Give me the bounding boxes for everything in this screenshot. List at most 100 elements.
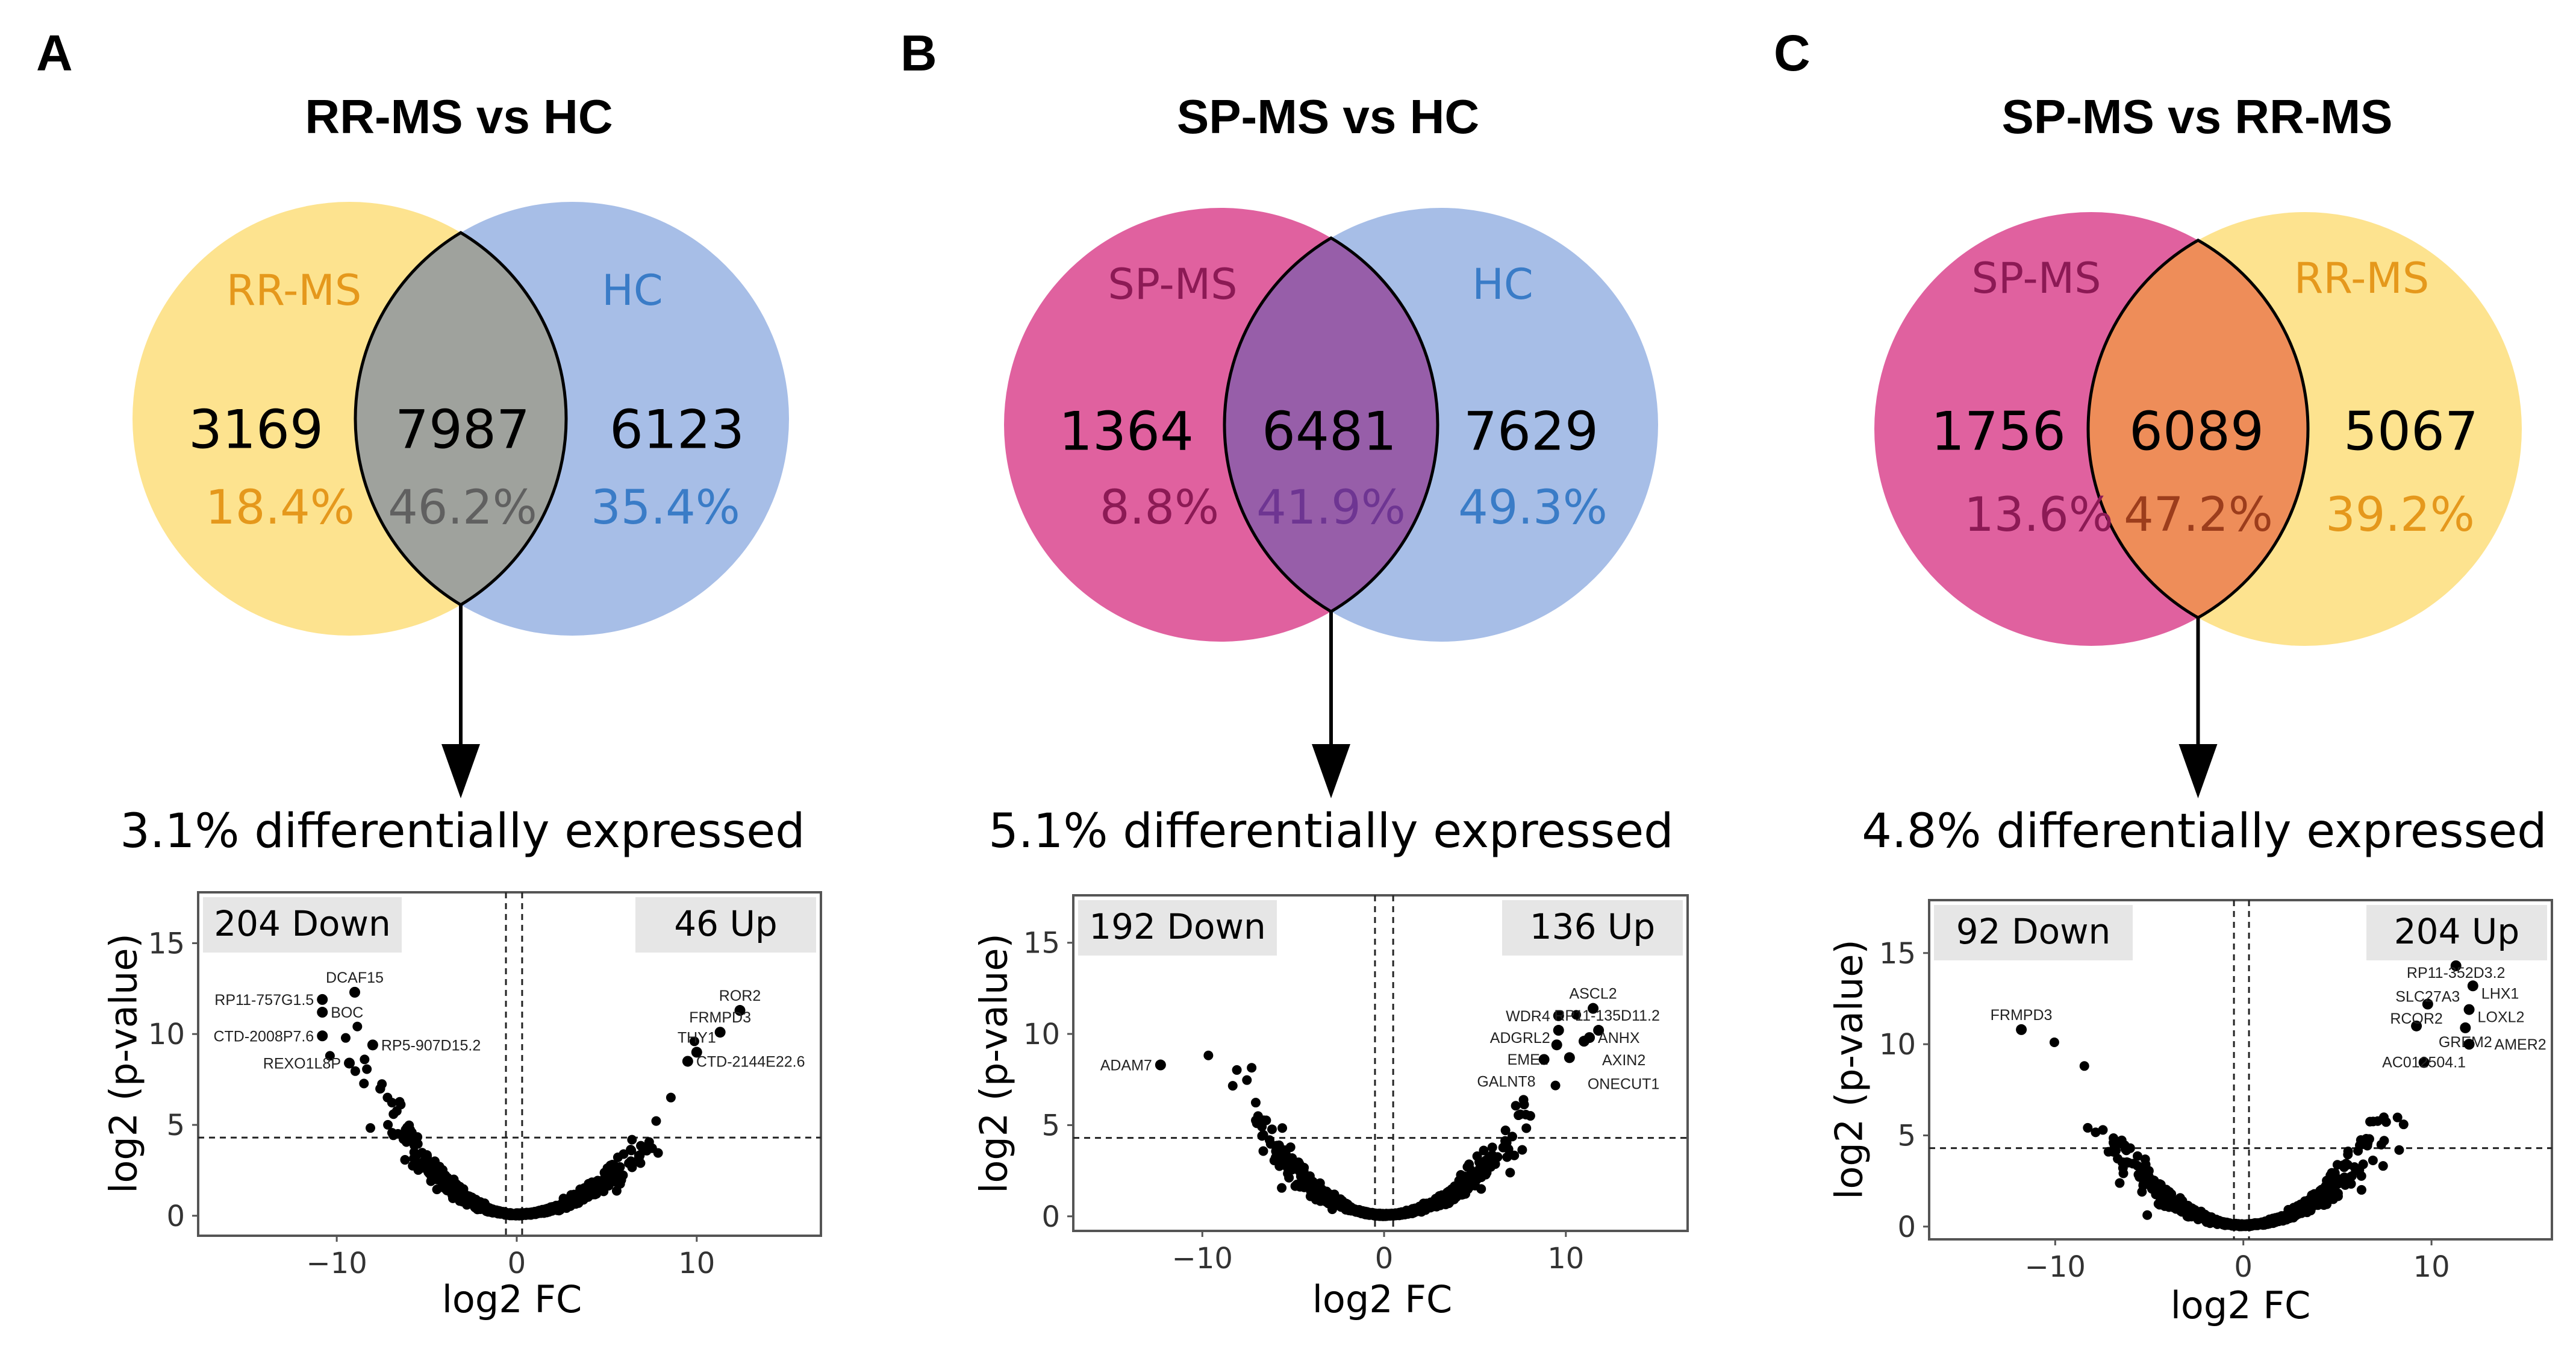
data-point [1511,1101,1521,1111]
data-point [1447,1185,1458,1195]
data-point [2358,1159,2368,1169]
highlighted-gene-point [2450,960,2462,971]
data-point [2137,1187,2147,1197]
data-point [395,1097,405,1107]
data-point [626,1145,636,1155]
data-point [1502,1138,1512,1148]
x-tick-label: 10 [678,1247,715,1280]
data-point [1277,1123,1288,1133]
data-point [2133,1151,2143,1161]
data-point [1479,1145,1489,1156]
venn-c-overlap-count: 6089 [2129,400,2264,463]
data-point [2109,1133,2119,1143]
data-point [1274,1161,1285,1171]
data-point [562,1197,572,1207]
venn-b-left-count: 1364 [1059,400,1194,463]
venn-a-right-count: 6123 [610,398,744,461]
data-point [1517,1145,1527,1155]
venn-c-left-percent: 13.6% [1964,488,2113,542]
data-point [2163,1195,2173,1205]
gene-label: AC012504.1 [2382,1054,2466,1071]
data-point [402,1136,413,1146]
data-point [1521,1110,1531,1120]
data-point [2289,1204,2299,1215]
data-point [1507,1131,1517,1142]
venn-a-right-label: HC [602,266,663,315]
data-point [1300,1176,1310,1186]
data-point [1311,1195,1321,1205]
volcano-c-xlabel: log2 FC [2170,1283,2311,1327]
venn-b-right-label: HC [1472,260,1533,309]
data-point [1341,1201,1351,1212]
data-point [503,1208,513,1218]
venn-b-left-percent: 8.8% [1099,481,1220,535]
x-tick-label: 0 [2234,1250,2253,1284]
highlighted-gene-point [1538,1054,1550,1065]
x-tick-label: 10 [2413,1250,2450,1284]
y-tick-label: 10 [1879,1028,1916,1062]
data-point [1203,1050,1214,1060]
data-point [2330,1176,2341,1186]
venn-a-overlap-percent: 46.2% [388,481,537,535]
down-count-label: 92 Down [1956,911,2111,952]
data-point [1430,1201,1441,1211]
highlighted-gene-point [317,1030,328,1042]
gene-label: AXIN2 [1602,1052,1645,1069]
venn-b-overlap-count: 6481 [1262,400,1397,463]
data-point [689,1036,699,1047]
panel-letter-a: A [36,25,73,81]
data-point [2181,1205,2192,1215]
data-point [2049,1038,2059,1048]
data-point [535,1208,546,1218]
data-point [1232,1065,1242,1075]
data-point [611,1186,622,1196]
panel-c-title: SP-MS vs RR-MS [2001,90,2393,143]
highlighted-gene-point [2422,998,2433,1010]
data-point [2161,1185,2171,1195]
data-point [2365,1116,2375,1127]
data-point [2381,1117,2391,1127]
data-point [1267,1124,1277,1135]
data-point [2317,1193,2327,1203]
data-point [362,1064,372,1074]
gene-label: LHX1 [2481,985,2519,1002]
arrow-down-icon [2178,744,2218,798]
data-point [1521,1123,1532,1133]
volcano-plot-c: 0 5 10 15 −10 0 10 92 Down 204 Up FRMPD3 RP11-352D… [1879,899,2553,1284]
data-point [1280,1148,1291,1159]
data-point [1421,1201,1432,1211]
highlighted-gene-point [1588,1003,1599,1014]
up-count-label: 136 Up [1530,906,1655,947]
data-point [1473,1174,1483,1184]
up-count-box [1502,900,1683,956]
data-point [2116,1135,2127,1145]
data-point [1500,1125,1511,1136]
gene-label: AMER2 [2495,1036,2546,1053]
data-point [444,1179,454,1189]
y-tick-label: 5 [1041,1109,1060,1142]
data-point [1257,1122,1267,1132]
data-point [2324,1183,2334,1193]
highlighted-gene-point [2418,1057,2430,1068]
gene-label: GALNT8 [1477,1073,1535,1090]
volcano-b-ylabel: log2 (p-value) [971,933,1016,1194]
data-point [388,1109,399,1119]
data-point [1247,1063,1257,1073]
volcano-a-ylabel: log2 (p-value) [101,933,146,1194]
data-point [1322,1191,1332,1201]
data-point [340,1033,351,1043]
data-point [1518,1095,1529,1105]
data-point [1292,1179,1302,1189]
data-point [2339,1172,2350,1182]
data-point [666,1092,676,1103]
data-point [359,1078,369,1089]
data-point [1502,1152,1512,1162]
highlighted-gene-point [317,994,328,1005]
highlighted-gene-point [367,1039,378,1051]
venn-a-right-percent: 35.4% [591,481,740,535]
data-point [651,1116,661,1126]
data-point [2140,1154,2150,1165]
volcano-a-xlabel: log2 FC [441,1277,582,1321]
data-point [587,1182,597,1192]
data-point [1459,1171,1470,1182]
